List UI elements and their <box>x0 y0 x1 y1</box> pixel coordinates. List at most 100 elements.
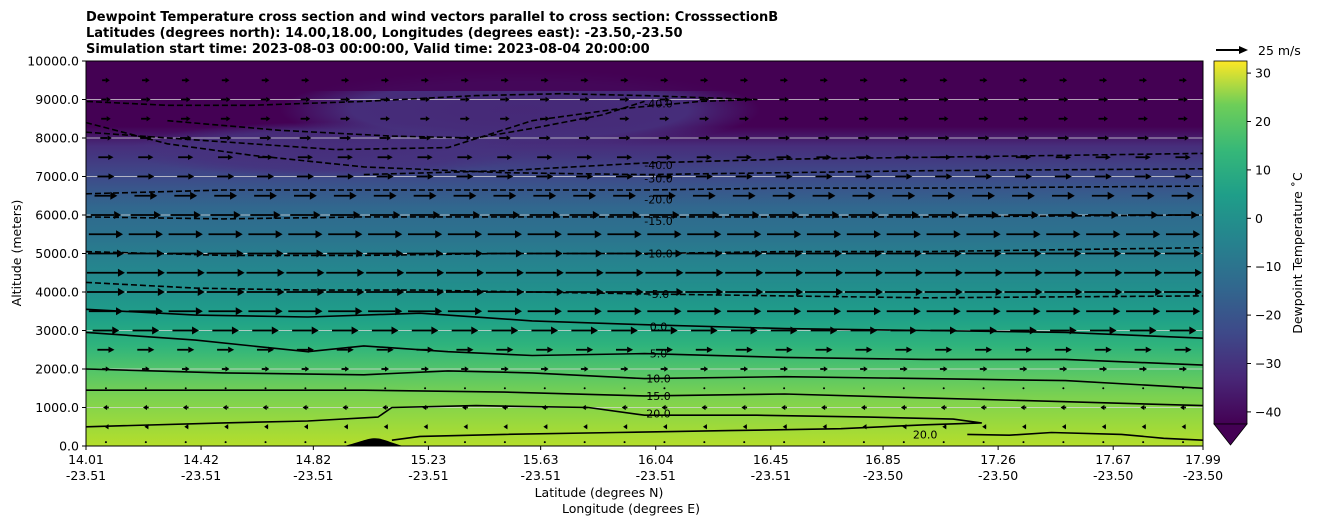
wind-vector-head <box>742 424 747 430</box>
wind-vector-head <box>269 191 277 200</box>
wind-vector-head <box>589 191 597 200</box>
wind-vector-head <box>1065 346 1072 353</box>
wind-vector-head <box>395 307 403 316</box>
wind-vector-head <box>1024 96 1029 103</box>
wind-vector-head <box>467 173 474 180</box>
x-tick-label-lon: -23.51 <box>66 468 106 483</box>
wind-vector-head <box>467 346 474 353</box>
wind-vector-head <box>515 249 523 258</box>
wind-vector-head <box>464 366 469 372</box>
wind-vector-head <box>347 173 354 180</box>
wind-vector-head <box>786 154 792 160</box>
wind-vector-head <box>943 77 948 83</box>
wind-vector-head <box>1063 77 1068 83</box>
x-tick-label-lat: 14.42 <box>183 452 219 467</box>
wind-vector-head <box>989 326 997 335</box>
colorbar-tick-label: −40 <box>1255 404 1281 419</box>
wind-vector-head <box>302 404 307 411</box>
wind-vector <box>1182 441 1185 444</box>
wind-vector-head <box>106 96 111 103</box>
wind-vector-head <box>783 77 788 83</box>
wind-vector-head <box>227 154 234 160</box>
wind-vector-head <box>317 268 325 277</box>
contour-label: -40.0 <box>644 97 672 110</box>
wind-vector-head <box>186 96 191 103</box>
wind-vector-head <box>626 135 631 141</box>
wind-vector-head <box>1111 211 1119 219</box>
quiver-key: 25 m/s <box>1216 43 1301 58</box>
wind-vector-head <box>347 154 353 160</box>
wind-vector-head <box>586 135 591 141</box>
wind-vector-head <box>514 307 522 316</box>
wind-vector-head <box>467 154 473 160</box>
wind-vector-head <box>544 366 549 372</box>
wind-vector <box>384 387 387 390</box>
wind-vector-head <box>661 404 666 411</box>
wind-vector-head <box>182 404 187 411</box>
wind-vector-head <box>906 346 913 353</box>
wind-vector-head <box>946 346 953 353</box>
wind-vector-head <box>667 173 673 180</box>
contour-line <box>967 431 1203 441</box>
wind-vector-head <box>543 424 548 430</box>
contour-line <box>86 368 1203 390</box>
wind-vector-head <box>150 191 158 200</box>
wind-vector-head <box>625 96 630 103</box>
wind-vector-head <box>584 366 589 372</box>
wind-vector-head <box>228 346 235 353</box>
wind-vector-head <box>105 77 110 83</box>
wind-vector <box>703 441 706 444</box>
wind-vector-head <box>708 191 716 200</box>
wind-vector-head <box>516 268 524 277</box>
wind-vector-head <box>675 249 683 258</box>
wind-vector-head <box>391 326 399 335</box>
wind-vector-head <box>262 404 267 411</box>
wind-vector-head <box>346 116 351 122</box>
wind-vector-head <box>387 173 394 180</box>
y-tick-label: 8000.0 <box>35 131 79 146</box>
wind-vector-head <box>503 424 508 430</box>
wind-vector-head <box>1180 404 1185 411</box>
contour-label: -5.0 <box>648 288 669 301</box>
wind-vector-head <box>1026 173 1033 180</box>
wind-vector-head <box>863 366 868 372</box>
wind-vector-head <box>235 230 243 239</box>
wind-vector-head <box>627 346 634 353</box>
wind-vector-head <box>1065 173 1072 180</box>
wind-vector <box>344 387 347 390</box>
wind-vector <box>304 441 307 444</box>
wind-vector-head <box>345 366 350 372</box>
wind-vector-head <box>313 211 321 219</box>
contour-label: 10.0 <box>646 373 671 386</box>
wind-vector-head <box>156 249 164 258</box>
wind-vector-head <box>1144 135 1149 141</box>
wind-vector-head <box>944 96 949 103</box>
wind-vector-head <box>1114 249 1122 258</box>
wind-vector-head <box>634 307 642 316</box>
wind-vector-head <box>1151 211 1159 219</box>
wind-vector-head <box>748 191 756 200</box>
wind-vector-head <box>986 173 993 180</box>
x-tick-label-lat: 17.67 <box>1095 452 1131 467</box>
wind-vector-head <box>476 288 484 296</box>
wind-vector-head <box>506 135 511 141</box>
wind-vector-head <box>626 154 633 160</box>
wind-vector-head <box>900 404 905 411</box>
wind-vector-head <box>315 230 323 239</box>
wind-vector-head <box>955 268 963 277</box>
wind-vector-head <box>786 173 793 180</box>
wind-vector-head <box>824 96 829 103</box>
wind-vector-head <box>863 77 868 83</box>
wind-vector-head <box>349 191 357 200</box>
wind-vector-head <box>744 96 749 103</box>
x-tick-label-lon: -23.50 <box>978 468 1018 483</box>
wind-vector-head <box>108 154 114 160</box>
wind-vector <box>823 441 826 444</box>
wind-vector-head <box>623 424 628 430</box>
wind-vector-head <box>1109 326 1117 335</box>
wind-vector-head <box>1031 211 1039 219</box>
wind-vector-head <box>197 268 205 277</box>
wind-vector-head <box>1105 346 1112 353</box>
wind-vector-head <box>155 230 163 239</box>
wind-vector-head <box>1073 307 1081 316</box>
